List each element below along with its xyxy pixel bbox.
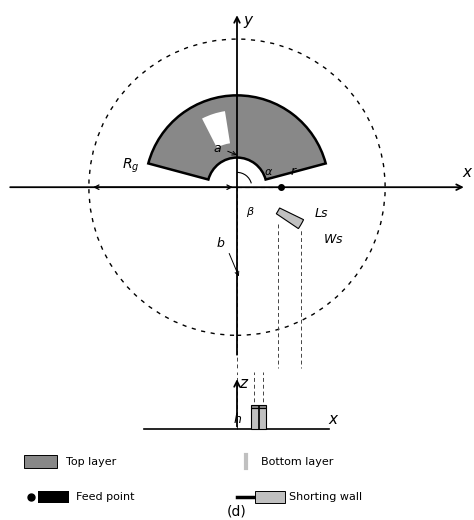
Text: $\mathit{y}$: $\mathit{y}$ bbox=[243, 14, 255, 30]
Text: $\mathit{z}$: $\mathit{z}$ bbox=[239, 376, 250, 392]
Bar bbox=[251, 405, 266, 408]
Text: $\mathit{Ls}$: $\mathit{Ls}$ bbox=[314, 207, 329, 220]
Bar bbox=[257, 405, 259, 429]
Wedge shape bbox=[148, 95, 326, 179]
Bar bbox=[24, 455, 57, 469]
Text: Shorting wall: Shorting wall bbox=[289, 492, 362, 502]
Text: $\mathit{Ws}$: $\mathit{Ws}$ bbox=[323, 232, 343, 245]
Text: $\mathit{R_g}$: $\mathit{R_g}$ bbox=[122, 157, 139, 175]
Text: Top layer: Top layer bbox=[66, 457, 117, 467]
Text: $\mathit{a}$: $\mathit{a}$ bbox=[213, 142, 222, 155]
Wedge shape bbox=[276, 208, 303, 229]
Text: Bottom layer: Bottom layer bbox=[261, 457, 333, 467]
Text: $\mathit{x}$: $\mathit{x}$ bbox=[328, 412, 340, 427]
Text: Feed point: Feed point bbox=[76, 492, 134, 502]
Bar bbox=[251, 408, 266, 429]
Text: $\mathit{x}$: $\mathit{x}$ bbox=[462, 165, 474, 180]
Text: $\mathit{h}$: $\mathit{h}$ bbox=[233, 412, 242, 426]
Text: (d): (d) bbox=[227, 504, 247, 518]
Text: $\mathit{\alpha}$: $\mathit{\alpha}$ bbox=[264, 167, 273, 177]
Text: $\mathit{r}$: $\mathit{r}$ bbox=[290, 165, 298, 178]
Wedge shape bbox=[202, 111, 230, 148]
Wedge shape bbox=[272, 203, 309, 236]
Text: $\mathit{b}$: $\mathit{b}$ bbox=[216, 237, 225, 251]
Bar bbox=[255, 491, 285, 502]
Text: $\mathit{\beta}$: $\mathit{\beta}$ bbox=[246, 205, 255, 219]
Bar bbox=[38, 491, 69, 502]
